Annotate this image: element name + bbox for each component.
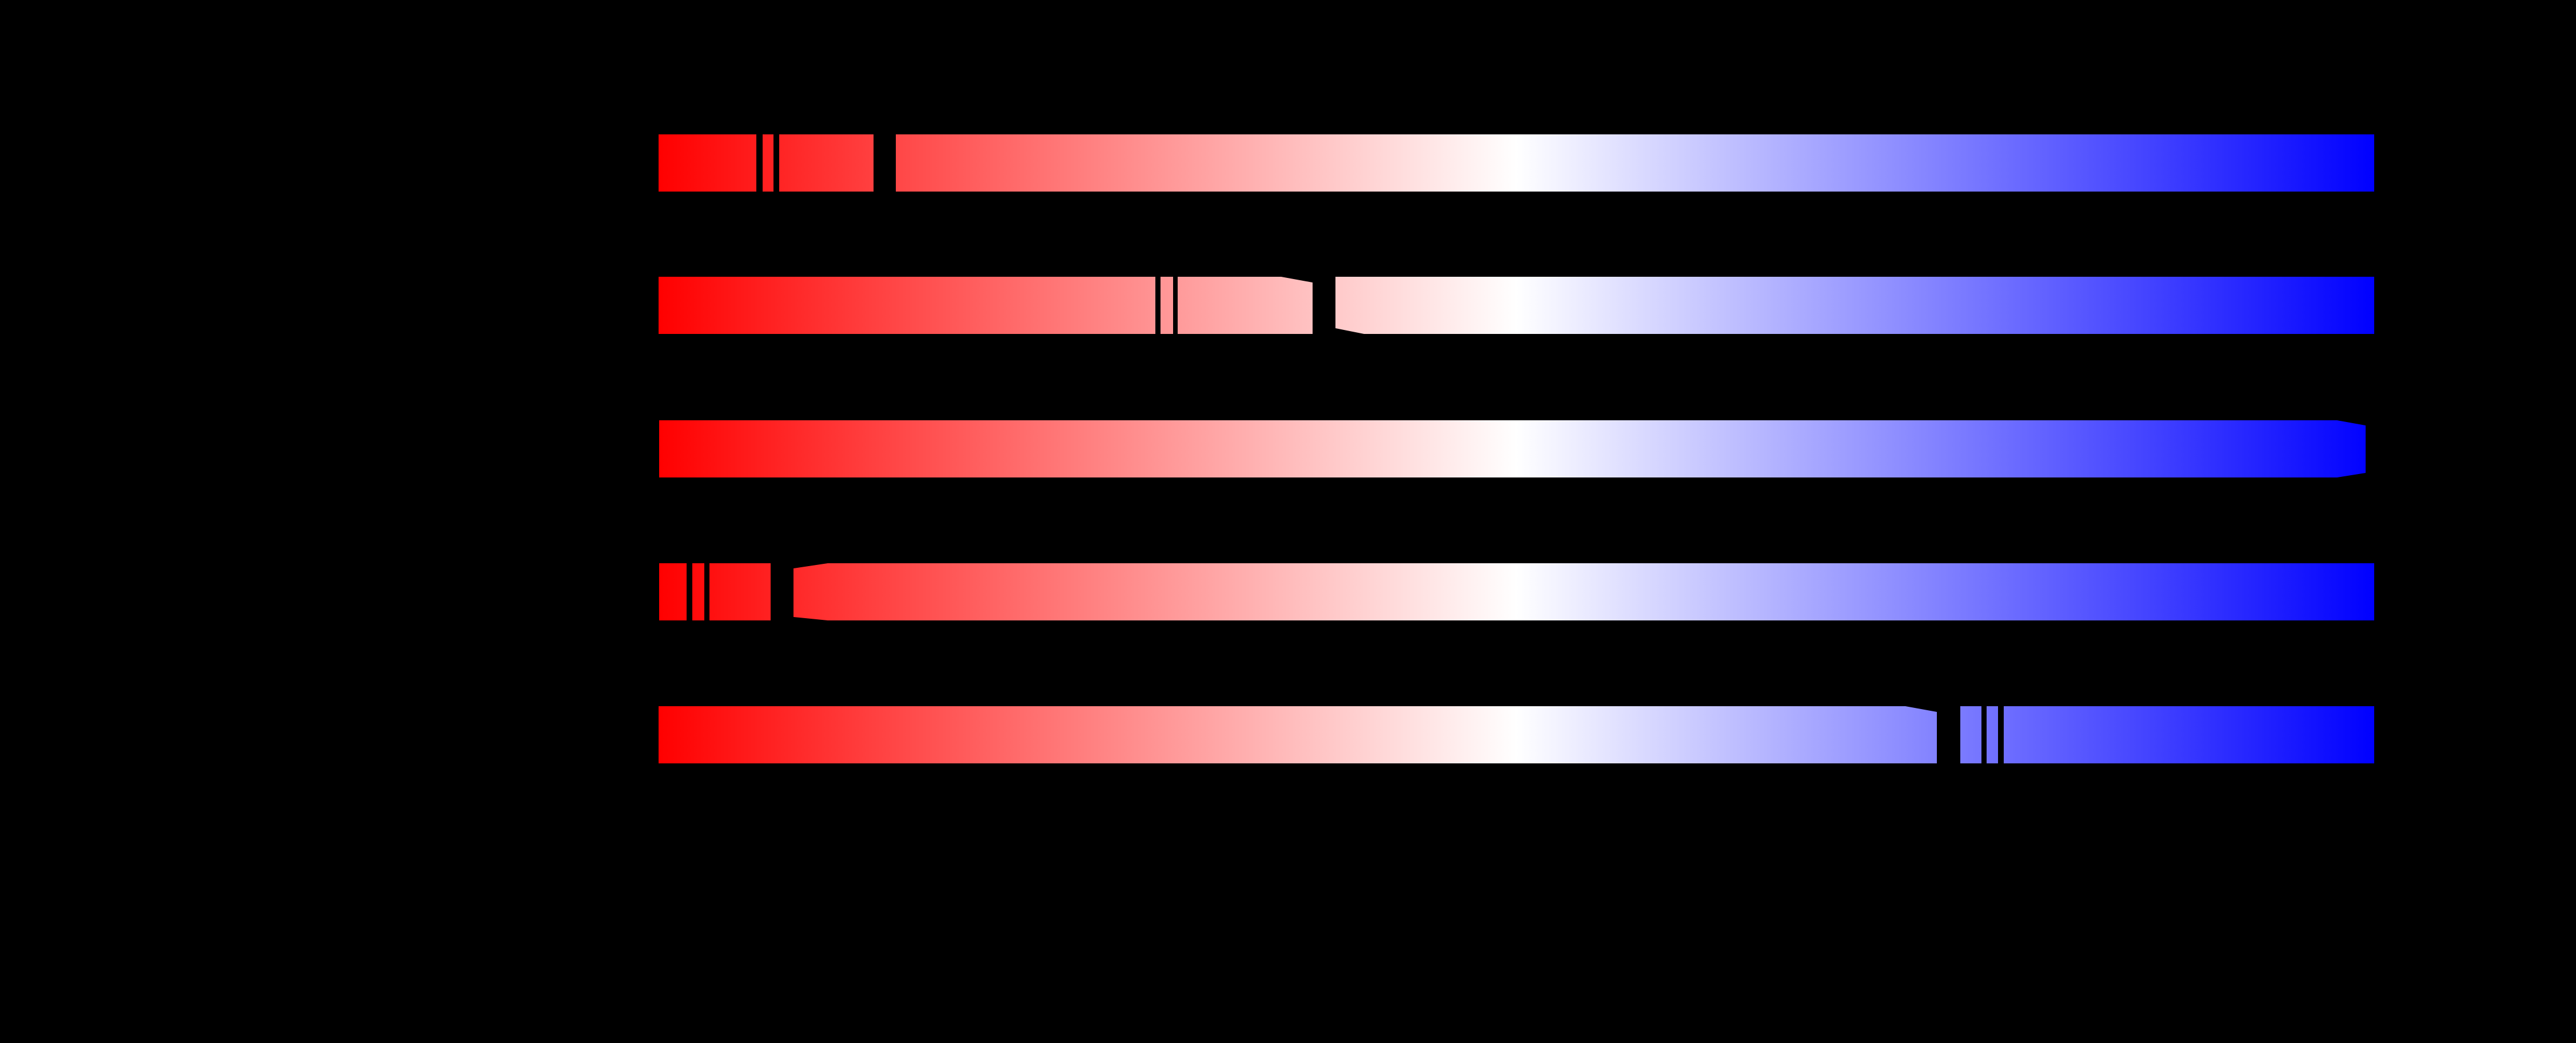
- track-4-segment-4: [793, 563, 2374, 620]
- track-4-segment-1: [659, 563, 687, 620]
- track-5-segment-2: [1960, 706, 1981, 763]
- track-4-segment-3: [709, 563, 771, 620]
- track-2-segment-3: [1178, 277, 1313, 334]
- track-5-segment-4: [2004, 706, 2374, 763]
- track-2: [0, 277, 2576, 334]
- track-1-segment-1: [659, 134, 756, 192]
- track-1-segment-2: [763, 134, 773, 192]
- track-4: [0, 563, 2576, 620]
- track-3-segment-1: [659, 420, 2366, 477]
- track-5-segment-1: [659, 706, 1937, 763]
- track-1-segment-4: [896, 134, 2374, 192]
- track-1-segment-3: [779, 134, 874, 192]
- track-2-segment-1: [659, 277, 1155, 334]
- track-1: [0, 134, 2576, 192]
- track-5: [0, 706, 2576, 763]
- track-5-segment-3: [1987, 706, 1998, 763]
- track-3: [0, 420, 2576, 477]
- track-2-segment-2: [1161, 277, 1173, 334]
- track-2-segment-4: [1335, 277, 2374, 334]
- track-4-segment-2: [692, 563, 704, 620]
